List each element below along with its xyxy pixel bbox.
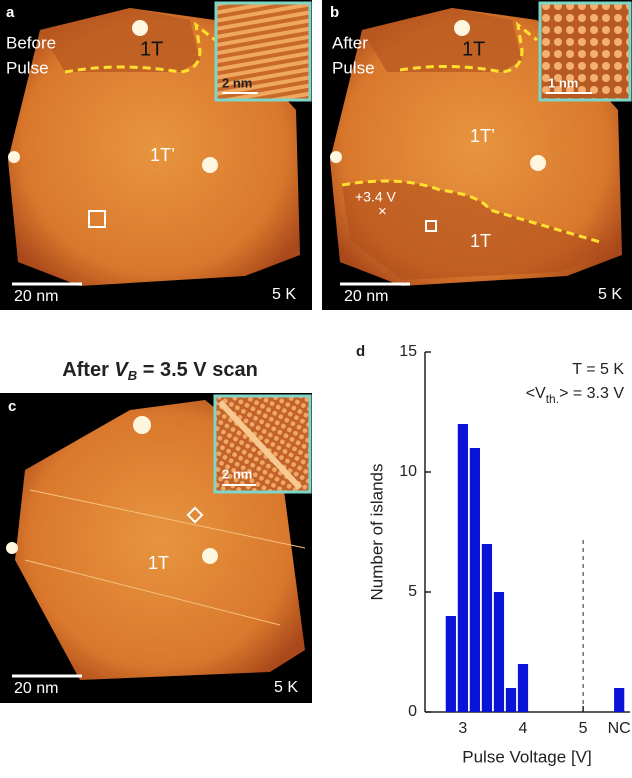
region-label: 1T xyxy=(470,231,491,251)
bar xyxy=(482,544,492,712)
scale: 20 nm xyxy=(14,288,58,305)
temperature: 5 K xyxy=(598,286,622,303)
adatom xyxy=(8,151,20,163)
caption: Pulse xyxy=(6,58,49,77)
bar xyxy=(494,592,504,712)
x-tick-label: 5 xyxy=(579,720,588,737)
adatom xyxy=(454,20,470,36)
adatom xyxy=(6,542,18,554)
adatom xyxy=(330,151,342,163)
region-label: 1T xyxy=(140,38,163,60)
annotation: <Vth.> = 3.3 V xyxy=(526,385,625,406)
region-label: 1T’ xyxy=(470,126,495,146)
panel-c: After VB = 3.5 V scan 2 nm c 1T 20 nm 5 … xyxy=(0,359,312,703)
panel-label: a xyxy=(6,4,15,21)
x-tick-label: 4 xyxy=(519,720,528,737)
title-part: B xyxy=(128,368,137,383)
y-tick-label: 15 xyxy=(399,343,417,360)
title-part: After xyxy=(62,359,114,381)
inset-scale: 1 nm xyxy=(548,75,578,90)
scale: 20 nm xyxy=(344,288,388,305)
bar xyxy=(458,424,468,712)
panel-label: c xyxy=(8,398,16,415)
annotation-part: th. xyxy=(546,392,559,406)
adatom xyxy=(202,157,218,173)
bar xyxy=(446,616,456,712)
bar xyxy=(470,448,480,712)
caption: Before xyxy=(6,33,56,52)
annotation: T = 5 K xyxy=(572,361,624,378)
pulse-mark: × xyxy=(378,203,387,220)
x-tick-label: NC xyxy=(608,720,631,737)
caption: Pulse xyxy=(332,58,375,77)
x-axis-label: Pulse Voltage [V] xyxy=(462,747,591,766)
panel-a: 2 nm a Before Pulse 1T 1T’ 20 nm 5 K xyxy=(0,0,312,310)
adatom xyxy=(202,548,218,564)
scale: 20 nm xyxy=(14,680,58,697)
y-tick-label: 10 xyxy=(399,463,417,480)
panel-label: d xyxy=(356,343,365,360)
panel-d: d T = 5 K <Vth.> = 3.3 V Pulse Voltage [… xyxy=(356,343,631,767)
bar xyxy=(614,688,624,712)
temperature: 5 K xyxy=(272,286,296,303)
region-label: 1T’ xyxy=(150,145,175,165)
bar xyxy=(518,664,528,712)
pulse-label: +3.4 V xyxy=(355,189,397,205)
bar xyxy=(506,688,516,712)
y-tick-label: 0 xyxy=(408,703,417,720)
adatom xyxy=(133,416,151,434)
adatom xyxy=(530,155,546,171)
caption: After xyxy=(332,33,368,52)
y-tick-label: 5 xyxy=(408,583,417,600)
adatom xyxy=(132,20,148,36)
y-axis-label: Number of islands xyxy=(367,463,386,600)
x-tick-label: 3 xyxy=(458,720,467,737)
panel-label: b xyxy=(330,4,339,21)
region-label: 1T xyxy=(462,38,485,60)
title-part: = 3.5 V scan xyxy=(137,359,258,381)
panel-title: After VB = 3.5 V scan xyxy=(62,359,258,383)
inset-scale: 2 nm xyxy=(222,466,252,481)
region-label: 1T xyxy=(148,553,169,573)
figure: 2 nm a Before Pulse 1T 1T’ 20 nm 5 K 1 n… xyxy=(0,0,632,773)
temperature: 5 K xyxy=(274,679,298,696)
inset-scale: 2 nm xyxy=(222,75,252,90)
annotation-part: <V xyxy=(526,385,546,402)
panel-b: 1 nm b After Pulse 1T 1T’ 1T +3.4 V × 20… xyxy=(322,0,632,310)
annotation-part: > = 3.3 V xyxy=(559,385,624,402)
